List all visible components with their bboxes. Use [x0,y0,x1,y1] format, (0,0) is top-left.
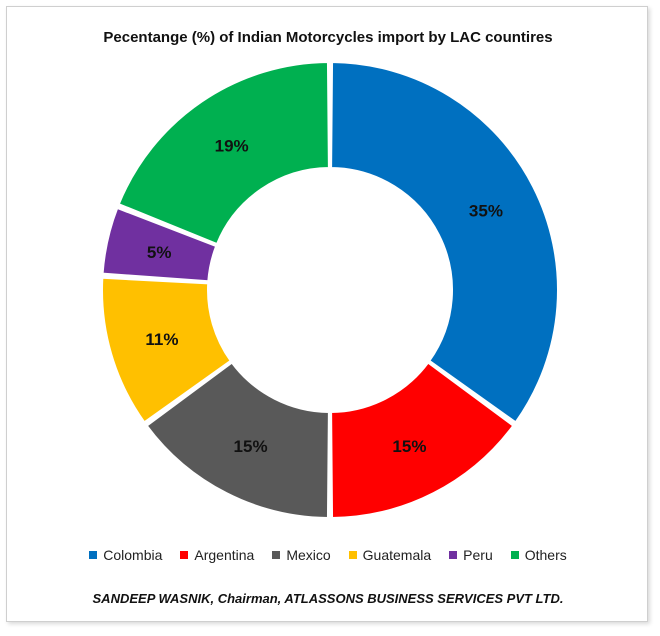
slice-argentina [330,361,515,520]
data-label-mexico: 15% [234,437,268,456]
legend-swatch [89,551,98,559]
donut-chart: 35% 15% 15% 11% 5% 19% [101,60,559,520]
legend-swatch [449,551,458,559]
slice-others [117,60,330,246]
legend-swatch [348,551,357,559]
legend-label: Others [524,547,567,563]
legend-item-peru: Peru [449,547,493,563]
slice-guatemala [101,276,233,424]
legend-item-mexico: Mexico [272,547,331,563]
legend-label: Peru [463,547,493,563]
legend-label: Mexico [286,547,331,563]
footer-credit: SANDEEP WASNIK, Chairman, ATLASSONS BUSI… [92,591,564,606]
chart-title: Pecentange (%) of Indian Motorcycles imp… [103,29,553,46]
legend-swatch [272,551,281,559]
data-label-others: 19% [215,136,249,155]
data-label-guatemala: 11% [145,330,178,349]
legend-item-guatemala: Guatemala [348,547,432,563]
slice-colombia [330,60,559,424]
slice-peru [101,206,218,283]
slice-mexico [145,361,330,520]
legend: Colombia Argentina Mexico Guatemala Peru Othe… [7,547,649,563]
legend-label: Colombia [103,547,163,563]
legend-label: Guatemala [362,547,432,563]
data-label-peru: 5% [147,243,172,262]
legend-item-colombia: Colombia [89,547,162,563]
chart-frame: Pecentange (%) of Indian Motorcycles imp… [6,6,648,622]
legend-swatch [510,551,519,559]
legend-item-others: Others [510,547,567,563]
legend-swatch [180,551,189,559]
legend-label: Argentina [194,547,255,563]
data-label-colombia: 35% [469,202,503,221]
data-label-argentina: 15% [392,437,426,456]
legend-item-argentina: Argentina [180,547,254,563]
